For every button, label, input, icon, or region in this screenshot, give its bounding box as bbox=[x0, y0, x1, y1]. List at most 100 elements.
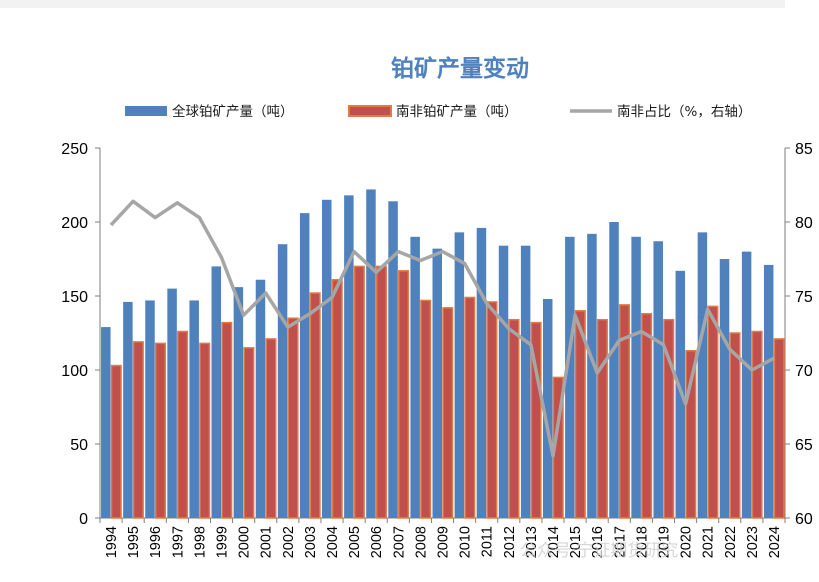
x-tick-label: 2017 bbox=[612, 526, 628, 558]
y-right-tick-label: 60 bbox=[795, 511, 813, 528]
bar-global-2013 bbox=[520, 245, 531, 518]
x-tick-label: 2015 bbox=[568, 526, 584, 558]
x-tick-label: 2024 bbox=[767, 526, 783, 558]
bar-global-2006 bbox=[366, 189, 376, 518]
bar-south-africa-2011 bbox=[486, 301, 498, 519]
x-tick-label: 2022 bbox=[723, 526, 739, 558]
bar-global-2023 bbox=[741, 251, 752, 518]
x-tick-label: 2016 bbox=[590, 526, 606, 558]
bar-global-1994 bbox=[101, 327, 111, 518]
bar-global-2021 bbox=[697, 232, 708, 519]
y-right-tick-label: 85 bbox=[795, 141, 813, 158]
y-right-tick-label: 65 bbox=[795, 437, 813, 454]
x-tick-label: 2019 bbox=[656, 526, 672, 558]
bar-south-africa-2003 bbox=[309, 292, 321, 519]
x-tick-label: 2008 bbox=[413, 526, 429, 558]
bar-global-1996 bbox=[145, 300, 155, 518]
bar-south-africa-2018 bbox=[641, 313, 653, 519]
y-left-tick-label: 200 bbox=[61, 215, 88, 232]
bar-global-2001 bbox=[255, 279, 266, 518]
bar-global-1995 bbox=[123, 301, 133, 518]
bar-global-2009 bbox=[432, 248, 442, 518]
top-strip bbox=[0, 0, 785, 8]
bar-south-africa-1999 bbox=[221, 321, 233, 519]
x-tick-label: 2009 bbox=[436, 526, 452, 558]
axes: 0 50 100 150 200 250 60 65 70 75 80 85 bbox=[61, 141, 813, 528]
bar-south-africa-2009 bbox=[442, 307, 454, 519]
x-tick-label: 2006 bbox=[369, 526, 385, 558]
bar-south-africa-2022 bbox=[729, 332, 741, 519]
legend-label-global: 全球铂矿产量（吨） bbox=[172, 103, 294, 120]
x-tick-label: 2003 bbox=[303, 526, 319, 558]
x-tick-label: 2014 bbox=[546, 526, 562, 558]
bar-south-africa-1996 bbox=[154, 342, 166, 519]
x-tick-label: 2001 bbox=[259, 526, 275, 558]
bar-global-1998 bbox=[189, 300, 199, 518]
chart-title: 铂矿产量变动 bbox=[391, 55, 529, 82]
x-tick-label: 2000 bbox=[237, 526, 253, 558]
bar-global-2022 bbox=[719, 259, 730, 518]
x-tick-label: 2013 bbox=[524, 526, 540, 558]
bar-south-africa-2006 bbox=[375, 265, 387, 519]
x-tick-label: 2018 bbox=[634, 526, 650, 558]
y-left-tick-label: 0 bbox=[79, 511, 88, 528]
x-tick-label: 2023 bbox=[745, 526, 761, 558]
legend-label-share: 南非占比（%，右轴） bbox=[617, 104, 751, 120]
bar-global-2017 bbox=[609, 222, 619, 518]
bar-south-africa-1997 bbox=[177, 330, 189, 519]
bar-south-africa-2024 bbox=[773, 338, 785, 519]
legend: 全球铂矿产量（吨） 南非铂矿产量（吨） 南非占比（%，右轴） bbox=[125, 103, 751, 120]
y-right-tick-label: 80 bbox=[795, 215, 813, 232]
x-tick-labels: 1994 1995 1996 1997 1998 1999 2000 2001 2002 2003… bbox=[104, 526, 783, 558]
bar-south-africa-2004 bbox=[331, 278, 343, 519]
bar-south-africa-2007 bbox=[398, 270, 410, 519]
y-left-tick-label: 150 bbox=[61, 289, 88, 306]
bar-south-africa-2002 bbox=[287, 317, 299, 519]
legend-swatch-south-africa bbox=[348, 105, 392, 117]
bar-global-1997 bbox=[167, 288, 177, 518]
bar-global-2024 bbox=[763, 264, 774, 518]
legend-swatch-global bbox=[125, 106, 167, 116]
x-tick-label: 1996 bbox=[148, 526, 164, 558]
x-tick-label: 2005 bbox=[347, 526, 363, 558]
bar-south-africa-2020 bbox=[685, 350, 697, 519]
bar-south-africa-2021 bbox=[707, 305, 719, 519]
bar-global-1999 bbox=[211, 266, 222, 518]
x-tick-label: 1995 bbox=[126, 526, 142, 558]
bar-global-2008 bbox=[410, 236, 420, 519]
x-tick-label: 2004 bbox=[325, 526, 341, 558]
y-left-tick-label: 250 bbox=[61, 141, 88, 158]
x-tick-label: 1999 bbox=[215, 526, 231, 558]
bar-global-2000 bbox=[233, 287, 244, 518]
bar-south-africa-2010 bbox=[464, 296, 476, 519]
x-tick-label: 2012 bbox=[502, 526, 518, 558]
bar-south-africa-2005 bbox=[353, 265, 365, 519]
bar-global-2003 bbox=[299, 213, 310, 518]
bar-global-2019 bbox=[653, 241, 663, 519]
y-right-tick-label: 70 bbox=[795, 363, 813, 380]
x-tick-label: 2011 bbox=[480, 526, 496, 557]
bar-south-africa-1998 bbox=[199, 342, 211, 519]
x-tick-label: 2002 bbox=[281, 526, 297, 558]
share-line-layer bbox=[109, 199, 775, 458]
x-tick-label: 2021 bbox=[701, 526, 717, 558]
bar-south-africa-2012 bbox=[508, 318, 520, 519]
y-right-tick-label: 75 bbox=[795, 289, 813, 306]
bar-global-2014 bbox=[542, 298, 553, 518]
bar-south-africa-2000 bbox=[243, 347, 255, 519]
series-line-share bbox=[109, 199, 775, 458]
x-tick-label: 2020 bbox=[679, 526, 695, 558]
x-tick-label: 2007 bbox=[391, 526, 407, 558]
bar-global-2002 bbox=[277, 244, 288, 518]
bar-south-africa-2015 bbox=[574, 310, 586, 519]
bar-global-2018 bbox=[631, 236, 641, 519]
bar-south-africa-2019 bbox=[663, 318, 675, 519]
x-tick-label: 1994 bbox=[104, 526, 120, 558]
bar-south-africa-2016 bbox=[596, 318, 608, 519]
x-tick-label: 2010 bbox=[458, 526, 474, 558]
bar-global-2016 bbox=[587, 233, 597, 518]
bar-global-2010 bbox=[454, 232, 465, 519]
bar-south-africa-2017 bbox=[619, 304, 631, 519]
